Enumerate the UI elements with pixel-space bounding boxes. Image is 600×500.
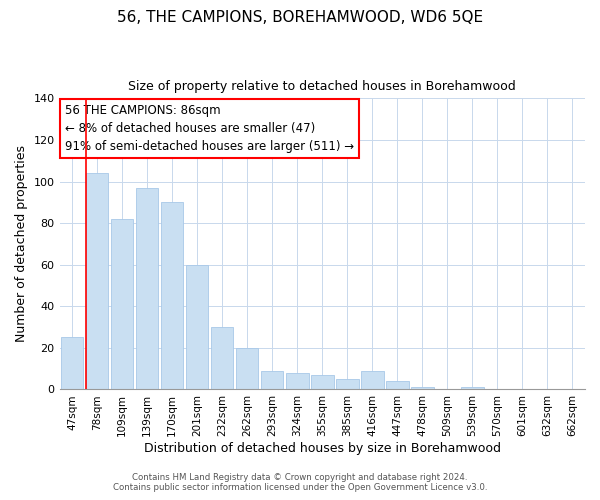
Bar: [136, 188, 158, 390]
Y-axis label: Number of detached properties: Number of detached properties: [15, 146, 28, 342]
Bar: [161, 202, 184, 390]
Text: 56, THE CAMPIONS, BOREHAMWOOD, WD6 5QE: 56, THE CAMPIONS, BOREHAMWOOD, WD6 5QE: [117, 10, 483, 25]
Bar: [186, 264, 208, 390]
Bar: [261, 370, 283, 390]
Bar: [86, 173, 109, 390]
Text: 56 THE CAMPIONS: 86sqm
← 8% of detached houses are smaller (47)
91% of semi-deta: 56 THE CAMPIONS: 86sqm ← 8% of detached …: [65, 104, 354, 153]
Bar: [361, 370, 383, 390]
Bar: [211, 327, 233, 390]
Bar: [411, 388, 434, 390]
Bar: [336, 379, 359, 390]
Bar: [61, 338, 83, 390]
Bar: [236, 348, 259, 390]
Bar: [386, 381, 409, 390]
Bar: [111, 219, 133, 390]
Title: Size of property relative to detached houses in Borehamwood: Size of property relative to detached ho…: [128, 80, 516, 93]
Bar: [286, 373, 308, 390]
Text: Contains HM Land Registry data © Crown copyright and database right 2024.
Contai: Contains HM Land Registry data © Crown c…: [113, 473, 487, 492]
Bar: [461, 388, 484, 390]
Bar: [311, 375, 334, 390]
X-axis label: Distribution of detached houses by size in Borehamwood: Distribution of detached houses by size …: [144, 442, 501, 455]
